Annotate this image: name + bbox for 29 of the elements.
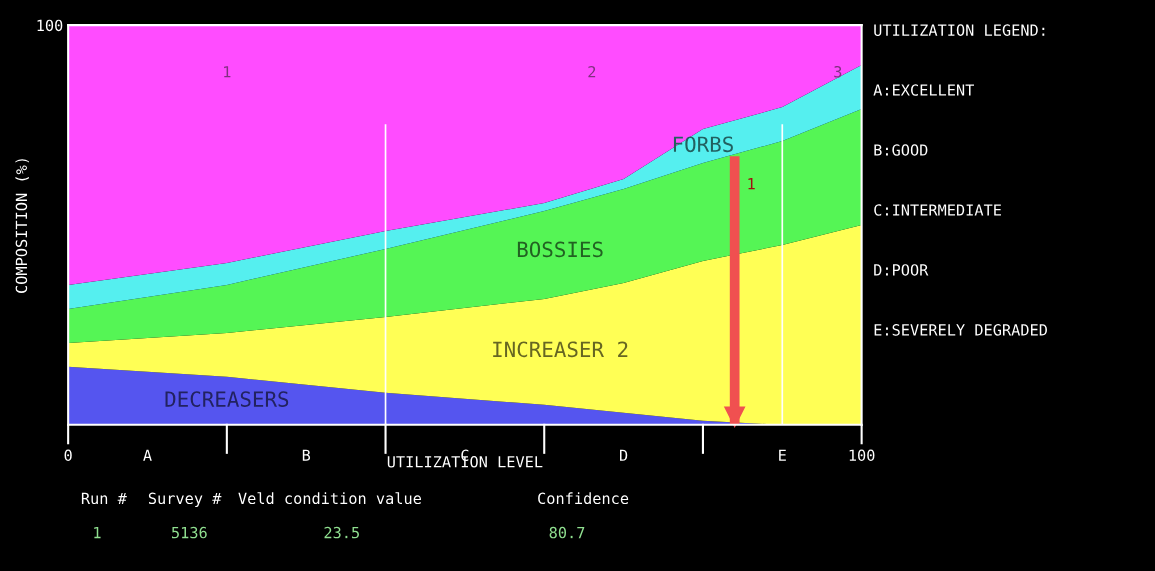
text: D:POOR	[874, 264, 929, 276]
text: Veld condition value	[238, 492, 421, 505]
text: C:INTERMEDIATE	[874, 204, 1001, 216]
x-tick-label: 100	[849, 449, 875, 462]
y-axis-title: COMPOSITION (%)	[15, 159, 29, 293]
x-tick-label: E	[779, 449, 786, 461]
text: UTILIZATION LEGEND:	[874, 24, 1045, 36]
annotation: 3	[834, 66, 842, 78]
text: Confidence	[538, 492, 629, 505]
text: Run #	[81, 492, 127, 505]
series-label: DECREASERS	[165, 391, 289, 407]
text: Survey #	[148, 492, 222, 508]
x-tick-label: B	[302, 449, 311, 461]
text: 23.5	[324, 526, 359, 539]
text: 5136	[172, 526, 207, 539]
text: 1	[94, 527, 101, 539]
annotation: 2	[588, 66, 596, 78]
series-label: FORBS	[673, 136, 733, 153]
x-tick-label: A	[143, 449, 152, 461]
text: B:GOOD	[874, 144, 928, 156]
annotation: 1	[224, 66, 231, 78]
series-label: INCREASER 2	[493, 341, 628, 358]
x-tick-label: 0	[64, 449, 72, 462]
x-tick-label: D	[620, 449, 628, 461]
text: E:SEVERELY DEGRADED	[874, 324, 1047, 336]
text: 80.7	[549, 526, 585, 539]
annotation: 1	[748, 178, 755, 190]
text: A:EXCELLENT	[873, 84, 975, 96]
series-label: BOSSIES	[517, 241, 603, 258]
